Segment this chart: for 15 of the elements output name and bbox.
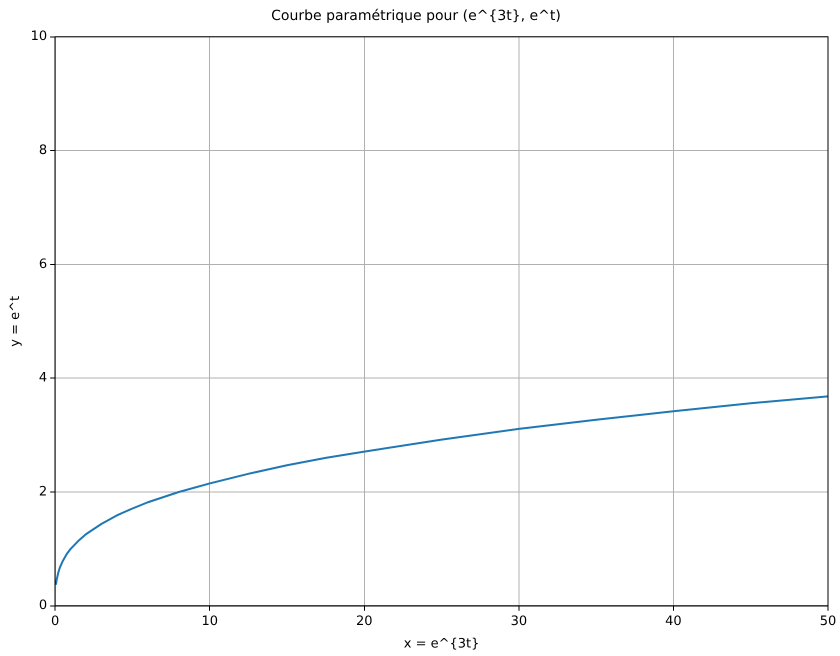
x-tick-label: 50: [820, 614, 836, 629]
y-tick-label: 4: [38, 370, 48, 386]
y-tick-label: 8: [38, 142, 48, 158]
chart-title: Courbe paramétrique pour (e^{3t}, e^t): [271, 8, 561, 24]
y-tick-label: 0: [38, 598, 48, 614]
y-tick-label: 10: [30, 29, 48, 44]
y-axis-title: y = e^t: [8, 296, 24, 347]
x-tick-label: 30: [510, 614, 528, 629]
x-tick-label: 40: [665, 614, 682, 629]
x-axis-title: x = e^{3t}: [404, 636, 480, 652]
x-tick-label: 10: [201, 614, 218, 629]
x-tick-label: 0: [51, 614, 60, 629]
y-tick-label: 6: [38, 256, 48, 272]
x-tick-label: 20: [356, 614, 373, 629]
y-tick-label: 2: [38, 484, 48, 500]
